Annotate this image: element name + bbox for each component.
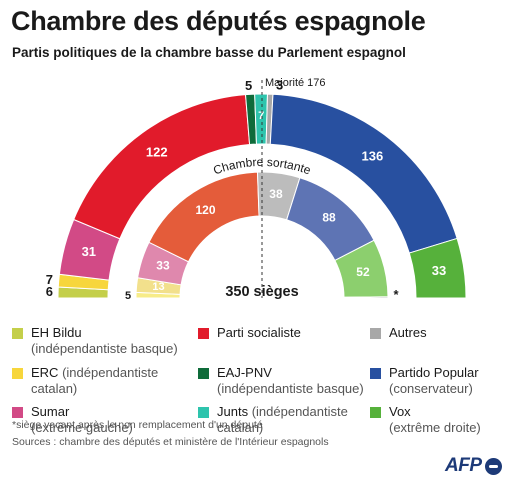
legend-item-partido-popular: Partido Popular (conservateur) <box>370 365 512 397</box>
outer-label-parti-socialiste: 122 <box>146 145 168 160</box>
legend-item-erc: ERC (indépendantiste catalan) <box>12 365 181 397</box>
legend-item-junts: Junts (indépendantiste catalan) <box>198 404 367 436</box>
legend-description: (indépendantiste basque) <box>217 381 364 396</box>
legend-label: EH Bildu <box>31 325 82 340</box>
chart-title: Chambre des députés espagnole <box>11 6 426 36</box>
outer-label-eh-bildu: 6 <box>46 284 53 299</box>
legend-description: (conservateur) <box>389 381 473 396</box>
legend-label: Autres <box>389 325 427 340</box>
outer-label-vox: 33 <box>432 263 446 278</box>
sources: Sources : chambre des députés et ministè… <box>12 436 329 448</box>
outer-label-eaj-pnv: 5 <box>245 78 252 93</box>
inner-segment-vacant <box>343 296 389 299</box>
legend-description: (indépendantiste basque) <box>31 341 178 356</box>
outer-label-partido-popular: 136 <box>361 148 383 163</box>
legend-item-parti-socialiste: Parti socialiste <box>198 325 367 341</box>
legend-label: Vox <box>389 404 411 419</box>
legend-swatch <box>198 328 209 339</box>
legend-swatch <box>12 407 23 418</box>
outer-segment-vox <box>408 237 467 299</box>
inner-label-sumar: 33 <box>156 258 170 272</box>
legend-swatch <box>12 328 23 339</box>
legend-label: Junts <box>217 404 249 419</box>
chart-subtitle: Partis politiques de la chambre basse du… <box>12 45 406 60</box>
legend-label: EAJ-PNV <box>217 365 272 380</box>
outer-label-junts: 7 <box>258 110 264 122</box>
legend-swatch <box>198 407 209 418</box>
legend-swatch <box>370 368 381 379</box>
outer-label-autres: 3 <box>276 78 283 93</box>
vacant-seat-marker: * <box>393 287 399 302</box>
legend-label: Parti socialiste <box>217 325 301 340</box>
legend-item-autres: Autres <box>370 325 512 341</box>
legend-item-eaj-pnv: EAJ-PNV (indépendantiste basque) <box>198 365 367 397</box>
outer-label-erc: 7 <box>46 272 53 287</box>
legend-swatch <box>198 368 209 379</box>
legend-description: (indépendantiste catalan) <box>31 365 159 396</box>
total-seats-label: 350 sièges <box>225 284 298 300</box>
legend-swatch <box>12 368 23 379</box>
legend-item-sumar: Sumar (extrême gauche) <box>12 404 181 436</box>
inner-segment-parti-socialiste <box>148 171 260 263</box>
afp-logo-text: AFP <box>445 455 482 476</box>
inner-label-autres: 38 <box>269 187 283 201</box>
legend-swatch <box>370 407 381 418</box>
legend-label: ERC <box>31 365 59 380</box>
inner-label-vox: 52 <box>356 265 370 279</box>
legend-description: (indépendantiste catalan) <box>217 404 348 435</box>
legend-swatch <box>370 328 381 339</box>
inner-label-erc: 5 <box>125 290 131 302</box>
afp-logo: AFP <box>445 455 502 477</box>
inner-label-eh-bildu: 13 <box>152 281 164 293</box>
afp-globe-icon <box>484 457 502 475</box>
legend-item-vox: Vox (extrême droite) <box>370 404 512 436</box>
legend-description: (extrême droite) <box>389 420 481 435</box>
legend-label: Partido Popular <box>389 365 479 380</box>
inner-label-partido-popular: 88 <box>322 211 336 225</box>
majority-label: Majorité 176 <box>265 77 326 89</box>
outer-label-sumar: 31 <box>82 244 96 259</box>
legend-description: (extrême gauche) <box>31 420 133 435</box>
inner-label-parti-socialiste: 120 <box>195 203 215 217</box>
legend-label: Sumar <box>31 404 70 419</box>
legend-item-eh-bildu: EH Bildu (indépendantiste basque) <box>12 325 181 357</box>
footnote: *siège vacant après le non remplacement … <box>12 419 263 431</box>
